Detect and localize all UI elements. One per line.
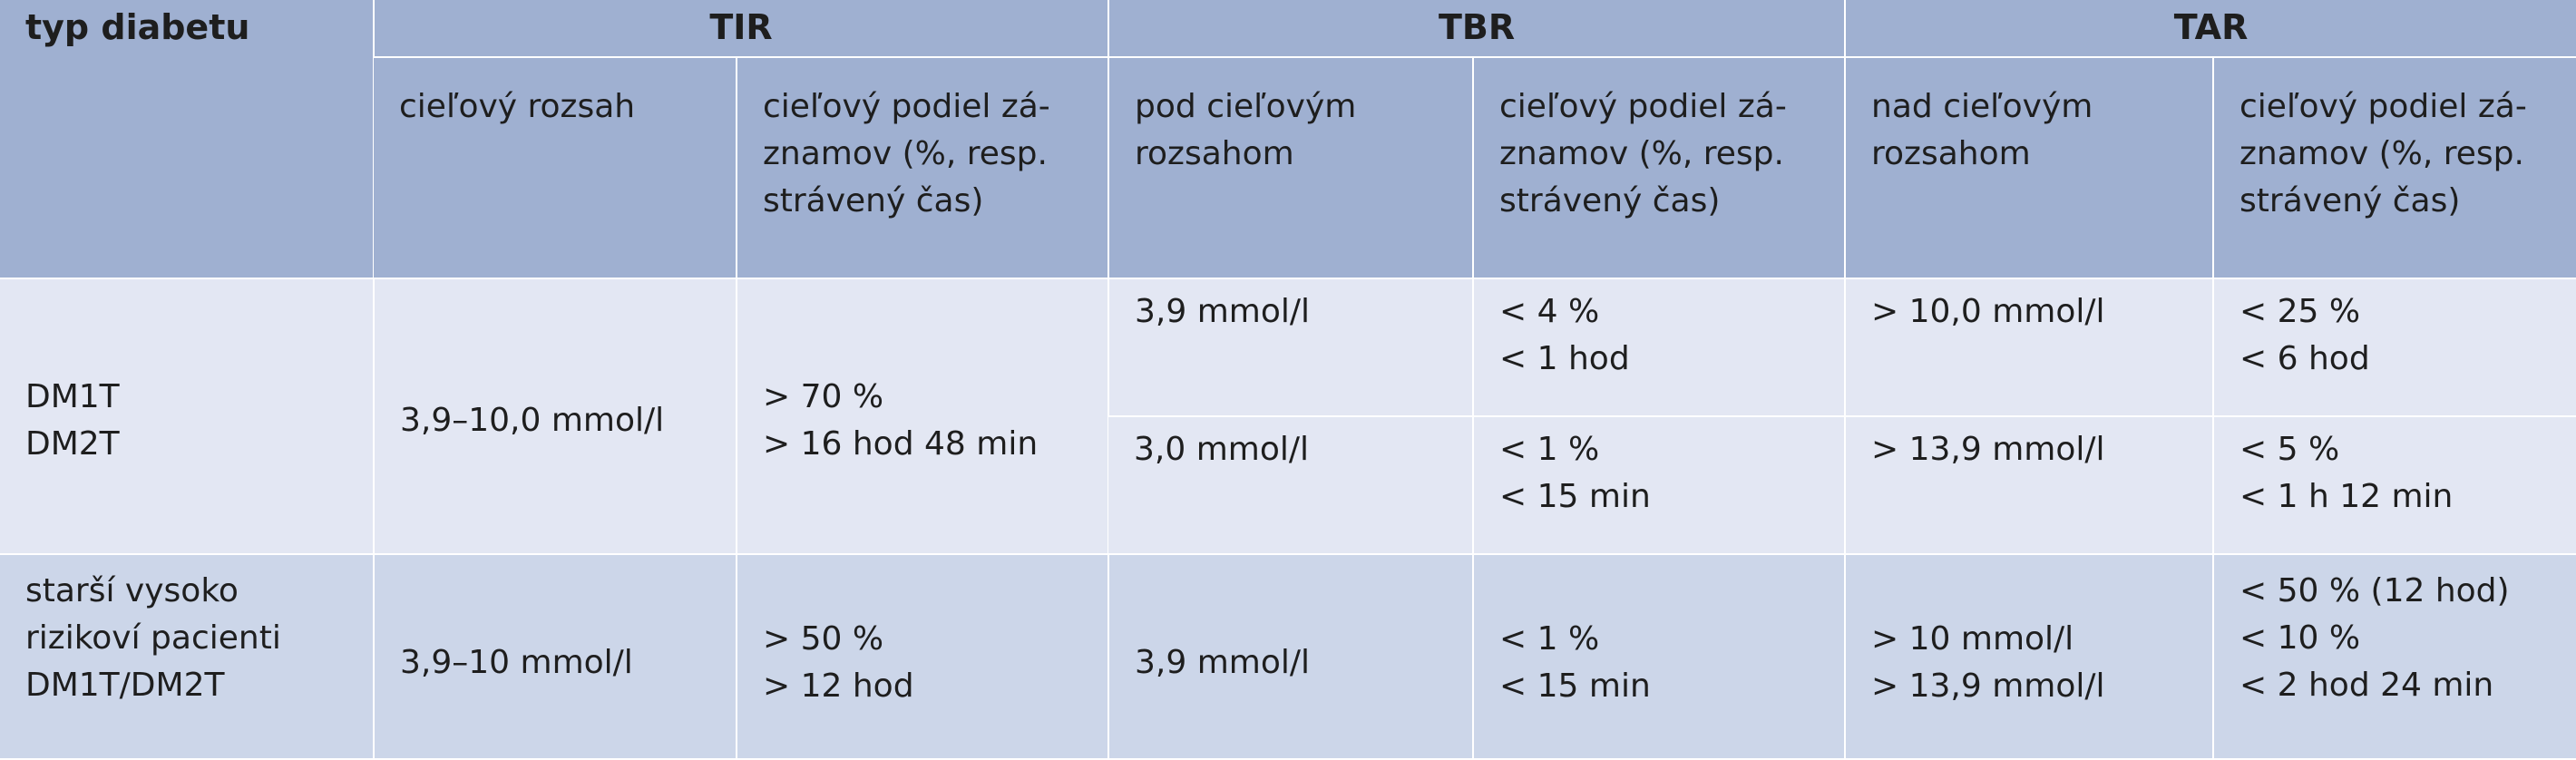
header-tar-range: nad cieľovým rozsahom [1844,57,2214,279]
header-text-line: rozsahom [1135,135,1294,172]
cell-text-line: < 1 hod [1499,340,1630,377]
header-text-line: znamov (%, resp. [2239,135,2524,172]
cell-text-line: > 10 mmol/l [1871,620,2074,658]
cell-tir-range: 3,9–10,0 mmol/l [373,278,737,555]
cell-text-line: > 16 hod 48 min [763,425,1039,463]
header-text-line: cieľový podiel zá- [1499,88,1787,125]
cell-tar-range: > 10,0 mmol/l [1844,278,2214,417]
cell-text-line: < 4 % [1499,293,1600,330]
cell-tbr-range: 3,9 mmol/l [1107,278,1474,417]
cell-tir-range: 3,9–10 mmol/l [373,554,737,760]
cell-text-line: < 2 hod 24 min [2239,667,2494,704]
header-text-line: nad cieľovým [1871,88,2093,125]
header-group-tir: TIR [372,0,1109,58]
header-tbr-range: pod cieľovým rozsahom [1107,57,1474,279]
cell-text-line: rizikoví pacienti [25,619,281,657]
header-text-line: pod cieľovým [1135,88,1357,125]
cell-text-line: < 25 % [2239,293,2361,330]
cell-text-line: < 50 % (12 hod) [2239,572,2510,609]
header-tir-share: cieľový podiel zá- znamov (%, resp. strá… [735,57,1109,279]
cell-tbr-share: < 4 % < 1 hod [1472,278,1846,417]
cell-text-line: < 6 hod [2239,340,2370,377]
header-tbr-share: cieľový podiel zá- znamov (%, resp. strá… [1472,57,1846,279]
cell-tar-share: < 25 % < 6 hod [2212,278,2576,417]
cell-tar-share: < 50 % (12 hod) < 10 % < 2 hod 24 min [2212,554,2576,760]
header-row-groups: typ diabetu TIR TBR TAR [0,0,2576,279]
table-row-elderly: starší vysoko rizikoví pacienti DM1T/DM2… [0,554,2576,760]
header-group-tbr: TBR [1107,0,1846,58]
cell-tbr-range: 3,0 mmol/l [1108,416,1474,555]
cell-text-line: > 13,9 mmol/l [1871,667,2105,705]
header-text-line: strávený čas) [763,182,984,219]
cell-text-line: < 5 % [2239,431,2340,468]
cell-tbr-share: < 1 % < 15 min [1472,416,1846,555]
cell-tir-share: > 50 % > 12 hod [735,554,1109,760]
header-text-line: cieľový podiel zá- [763,88,1050,125]
header-group-tar: TAR [1844,0,2576,58]
header-text-line: strávený čas) [1499,182,1721,219]
table-row-dm-b: 3,0 mmol/l < 1 % < 15 min > 13,9 mmol/l … [0,416,2576,555]
cell-diabetes-type: DM1T DM2T [0,278,374,555]
cell-tar-share: < 5 % < 1 h 12 min [2212,416,2576,555]
cell-text-line: DM2T [25,425,120,463]
header-tar-share: cieľový podiel zá- znamov (%, resp. strá… [2212,57,2576,279]
cell-text-line: > 70 % [763,378,884,415]
header-text-line: rozsahom [1871,135,2031,172]
header-row-subheaders: cieľový rozsah cieľový podiel zá- znamov… [0,57,2576,279]
cell-tar-range: > 10 mmol/l > 13,9 mmol/l [1844,554,2214,760]
header-diabetes-type: typ diabetu [0,0,374,279]
cell-text-line: < 1 % [1499,431,1600,468]
cell-tbr-range: 3,9 mmol/l [1107,554,1474,760]
header-text-line: znamov (%, resp. [1499,135,1784,172]
cell-text-line: > 12 hod [763,667,914,705]
cell-text-line: < 15 min [1499,667,1651,705]
header-text-line: znamov (%, resp. [763,135,1048,172]
cell-text-line: DM1T [25,378,120,415]
cell-text-line: DM1T/DM2T [25,667,225,704]
cell-tar-range: > 13,9 mmol/l [1844,416,2214,555]
cell-text-line: < 15 min [1499,478,1651,515]
header-text-line: cieľový podiel zá- [2239,88,2527,125]
cell-text-line: < 10 % [2239,619,2361,657]
cell-tbr-share: < 1 % < 15 min [1472,554,1846,760]
cell-text-line: > 50 % [763,620,884,658]
header-text-line: strávený čas) [2239,182,2461,219]
cell-tir-share: > 70 % > 16 hod 48 min [735,278,1109,555]
cell-diabetes-type: starší vysoko rizikoví pacienti DM1T/DM2… [0,554,374,760]
header-tir-range: cieľový rozsah [374,57,737,279]
cell-text-line: < 1 % [1499,620,1600,658]
cell-text-line: < 1 h 12 min [2239,478,2454,515]
cell-text-line: starší vysoko [25,572,239,609]
table-row-dm-a: DM1T DM2T 3,9–10,0 mmol/l > 70 % > 16 ho… [0,278,2576,555]
